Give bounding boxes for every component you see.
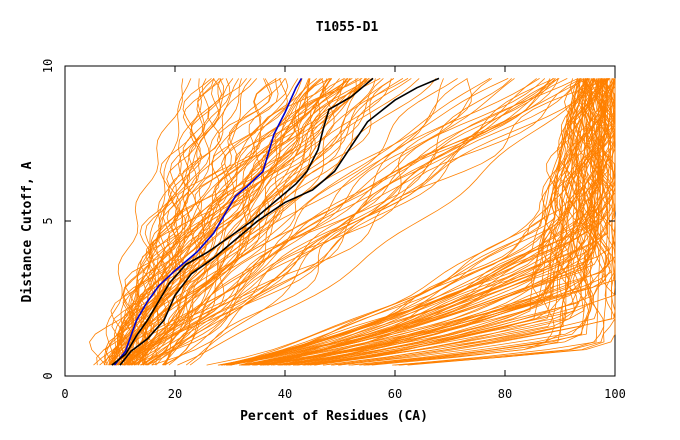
x-tick-label: 100 — [604, 387, 626, 401]
model-line — [122, 78, 370, 366]
model-line — [164, 78, 608, 366]
model-line — [218, 78, 610, 366]
highlight-line-3 — [119, 77, 440, 366]
model-line — [120, 78, 234, 366]
model-line — [241, 78, 609, 366]
model-line — [135, 78, 404, 366]
model-line — [143, 78, 323, 366]
x-axis-label: Percent of Residues (CA) — [240, 409, 428, 424]
model-line — [143, 78, 560, 366]
model-line — [144, 78, 554, 366]
x-tick-label: 0 — [61, 387, 68, 401]
model-line — [288, 78, 585, 366]
model-line — [113, 78, 215, 366]
model-line — [177, 78, 594, 366]
model-line — [278, 78, 609, 366]
model-line — [108, 78, 328, 366]
model-line — [139, 78, 351, 366]
model-line — [147, 78, 551, 366]
model-line — [244, 78, 616, 366]
model-line — [407, 78, 616, 366]
model-line — [93, 78, 332, 366]
model-line — [238, 78, 608, 366]
y-tick-label: 5 — [41, 217, 55, 224]
chart-title: T1055-D1 — [316, 20, 379, 35]
model-line — [313, 78, 610, 366]
model-line — [296, 78, 587, 366]
model-line — [124, 78, 370, 366]
x-tick-label: 40 — [278, 387, 292, 401]
y-axis-label: Distance Cutoff, A — [20, 161, 35, 302]
model-line — [141, 78, 458, 366]
model-line — [243, 78, 587, 366]
model-line — [143, 78, 335, 366]
model-line — [304, 78, 597, 366]
model-line — [137, 78, 242, 366]
model-line — [99, 78, 381, 366]
x-tick-label: 20 — [168, 387, 182, 401]
model-line — [163, 78, 546, 366]
y-tick-label: 10 — [41, 59, 55, 73]
model-line — [118, 78, 240, 366]
model-line — [220, 78, 612, 366]
model-line — [293, 78, 616, 366]
model-line — [110, 78, 589, 366]
model-line — [239, 78, 597, 366]
model-line — [392, 78, 613, 366]
model-lines — [89, 78, 616, 366]
model-line — [332, 78, 595, 366]
x-tick-label: 80 — [498, 387, 512, 401]
model-line — [222, 78, 584, 366]
model-line — [133, 78, 357, 366]
model-line — [131, 78, 554, 366]
model-line — [123, 78, 582, 366]
model-line — [147, 78, 559, 366]
model-line — [359, 78, 594, 366]
model-line — [322, 78, 601, 366]
model-line — [285, 78, 616, 366]
model-line — [228, 78, 616, 366]
model-line — [111, 78, 299, 366]
model-line — [114, 78, 289, 366]
model-line — [137, 78, 493, 366]
model-line — [226, 78, 586, 366]
model-line — [120, 78, 192, 366]
highlight-line-1 — [113, 77, 303, 366]
axes: 0 20 40 60 80 100 0 5 10 — [41, 59, 626, 401]
model-line — [129, 78, 252, 366]
model-line — [245, 78, 579, 366]
model-line — [125, 78, 345, 366]
model-line — [351, 78, 606, 366]
model-line — [248, 78, 600, 366]
x-tick-label: 60 — [388, 387, 402, 401]
model-line — [142, 78, 384, 366]
model-line — [226, 78, 614, 366]
model-line — [118, 78, 273, 366]
model-line — [164, 78, 376, 366]
model-line — [323, 78, 592, 366]
model-line — [348, 78, 605, 366]
y-tick-label: 0 — [41, 372, 55, 379]
model-line — [127, 78, 351, 366]
model-line — [244, 78, 581, 366]
model-line — [138, 78, 515, 366]
highlight-lines — [111, 77, 440, 366]
model-line — [105, 78, 184, 366]
model-line — [168, 78, 309, 366]
model-line — [253, 78, 592, 366]
model-line — [146, 78, 537, 366]
model-line — [111, 78, 212, 366]
highlight-line-2 — [111, 77, 374, 366]
model-line — [138, 78, 368, 366]
model-line — [220, 78, 581, 366]
